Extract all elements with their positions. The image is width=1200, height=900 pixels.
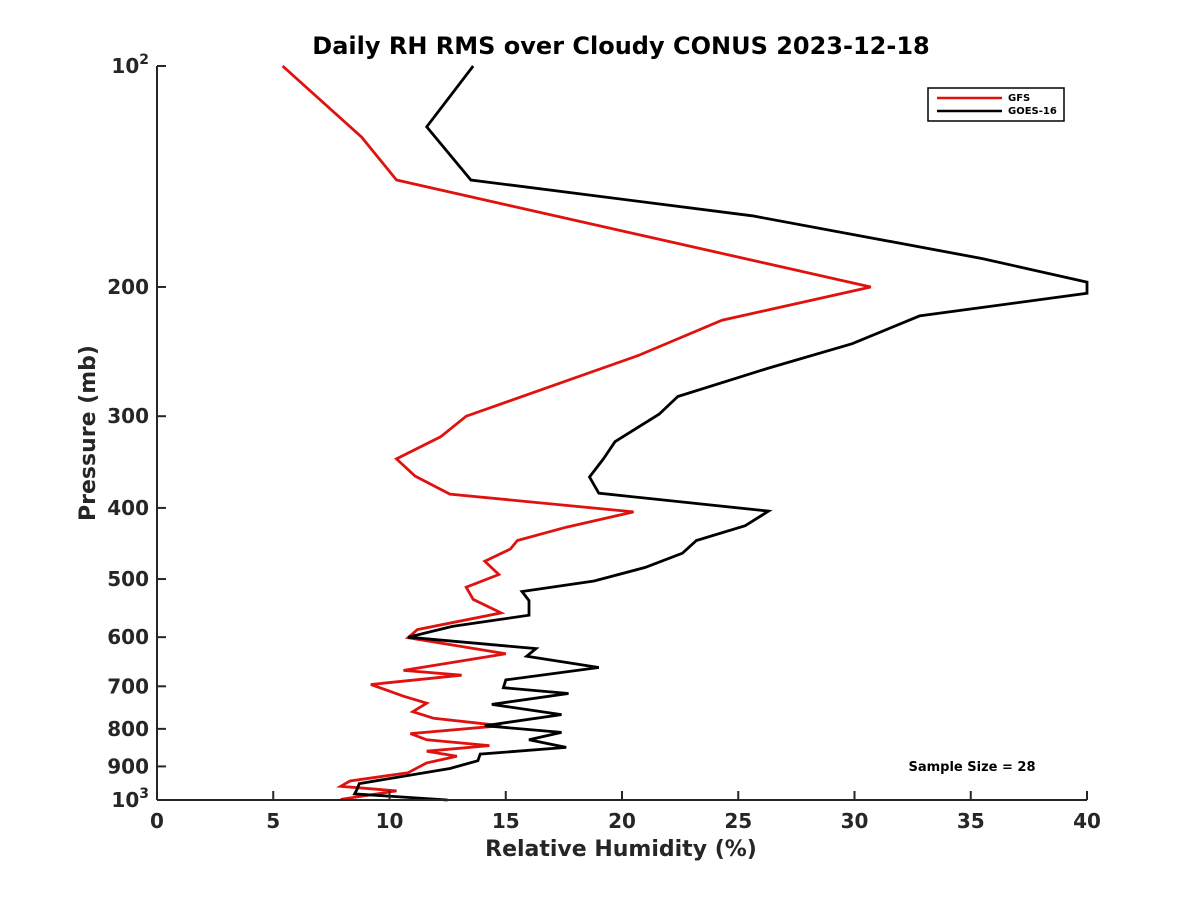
y-tick-label: 400 <box>107 496 149 520</box>
y-tick-label: 600 <box>107 625 149 649</box>
y-tick-label: 103 <box>111 786 149 812</box>
legend-label-goes16: GOES-16 <box>1008 106 1057 117</box>
series-layer <box>281 64 1089 802</box>
y-axis-label: Pressure (mb) <box>76 345 101 521</box>
y-tick-label: 300 <box>107 404 149 428</box>
y-tick-label: 800 <box>107 717 149 741</box>
legend-label-gfs: GFS <box>1008 93 1030 104</box>
series-line-gfs <box>281 64 872 801</box>
x-tick-label: 5 <box>266 809 280 833</box>
legend-box <box>927 87 1065 122</box>
x-tick-label: 15 <box>492 809 520 833</box>
plot-area: 0 5 10 15 20 25 30 35 40 102 200 300 400 500 600 700 80… <box>107 52 1101 833</box>
y-tick-label: 700 <box>107 674 149 698</box>
x-tick-label: 10 <box>376 809 404 833</box>
legend: GFS GOES-16 <box>927 87 1065 122</box>
y-tick-label: 500 <box>107 567 149 591</box>
series-line-goes16 <box>352 65 1089 802</box>
x-tick-label: 20 <box>608 809 636 833</box>
y-tick-label: 200 <box>107 275 149 299</box>
x-axis-label: Relative Humidity (%) <box>485 837 757 862</box>
y-tick-label: 900 <box>107 754 149 778</box>
y-tick-label: 102 <box>111 52 149 78</box>
chart-title: Daily RH RMS over Cloudy CONUS 2023-12-1… <box>312 32 929 60</box>
x-tick-label: 25 <box>724 809 752 833</box>
x-tick-label: 40 <box>1073 809 1101 833</box>
x-tick-label: 35 <box>957 809 985 833</box>
x-ticks: 0 5 10 15 20 25 30 35 40 <box>150 791 1101 833</box>
y-ticks: 102 200 300 400 500 600 700 800 900 103 <box>107 52 166 812</box>
sample-size-annotation: Sample Size = 28 <box>908 760 1035 775</box>
x-tick-label: 0 <box>150 809 164 833</box>
x-tick-label: 30 <box>841 809 869 833</box>
